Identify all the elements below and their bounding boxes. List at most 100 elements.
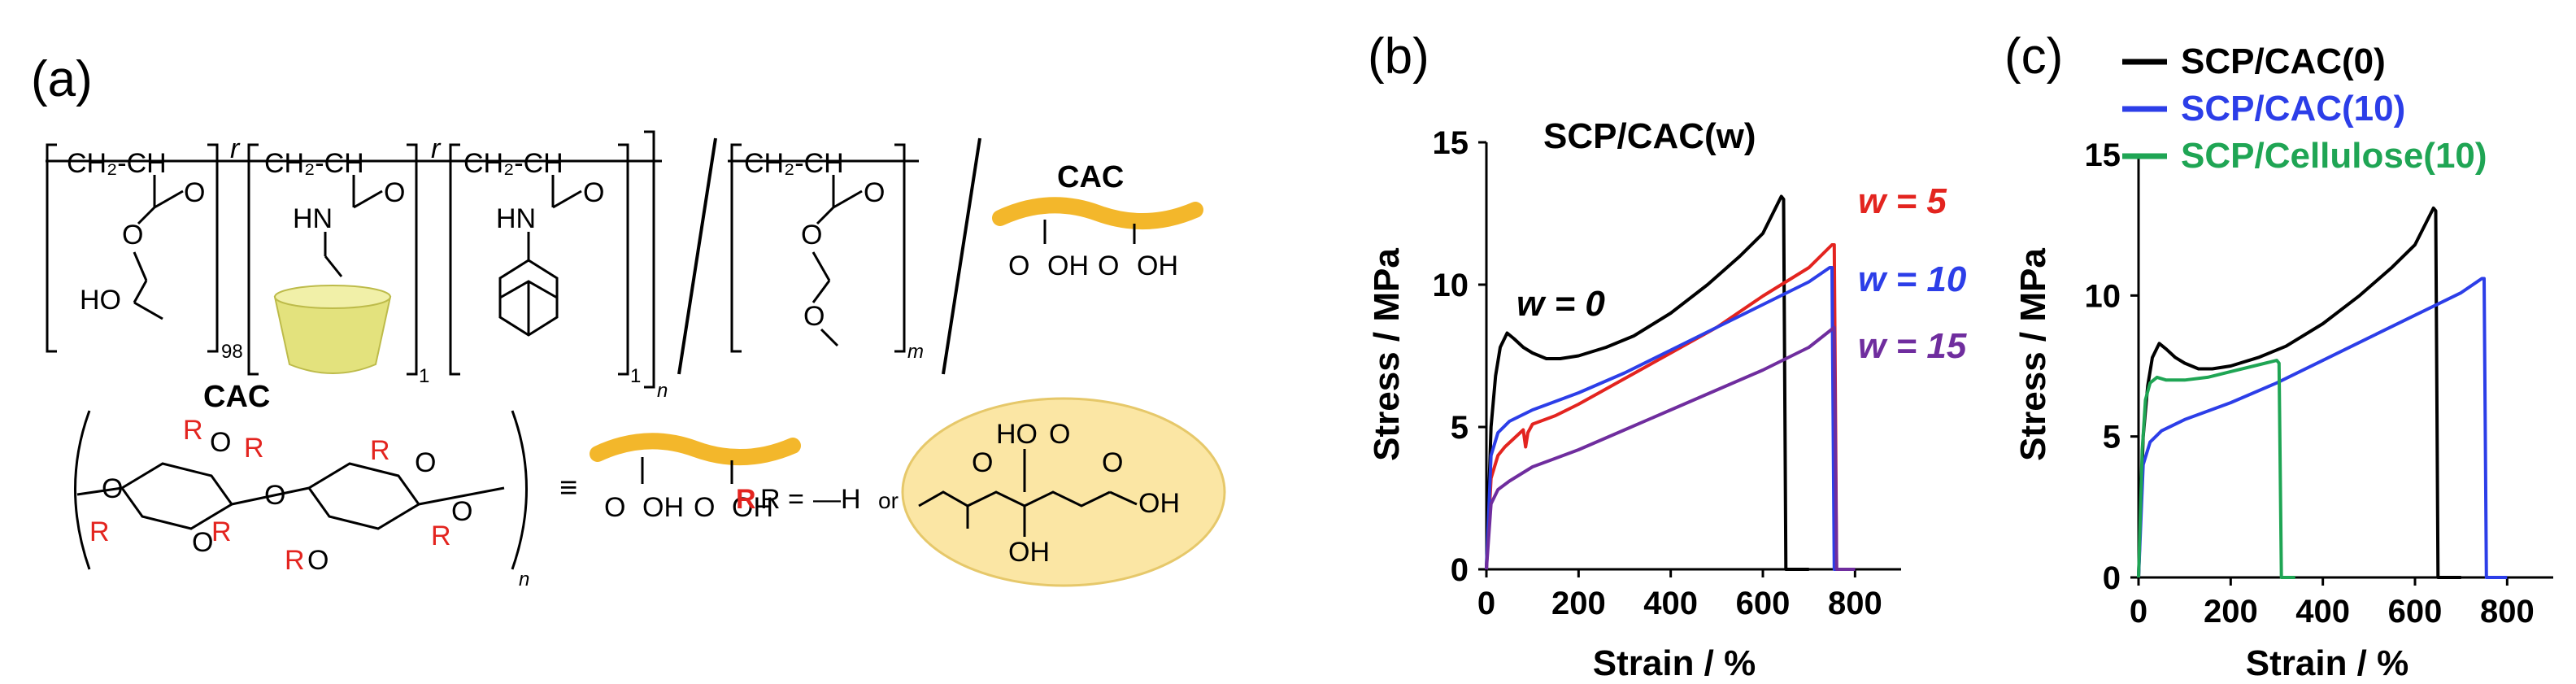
r-group-1: R bbox=[183, 415, 203, 446]
cac-label-bottom: CAC bbox=[203, 380, 270, 414]
chain-left-bond bbox=[76, 486, 123, 496]
unit1-chain-1 bbox=[133, 251, 148, 281]
annotation-w10: w = 10 bbox=[1858, 259, 1967, 299]
r-group-7: R bbox=[285, 545, 305, 576]
unit1-o-ester: O bbox=[122, 220, 143, 251]
glycosidic-bond bbox=[231, 486, 310, 506]
legend-label-0: SCP/CAC(0) bbox=[2181, 41, 2386, 81]
citric-ho: HO bbox=[996, 419, 1038, 450]
chart-c-x-tick-label: 800 bbox=[2480, 594, 2535, 630]
citric-acid-chain-icon bbox=[918, 490, 1111, 508]
unit2-ch2ch: CH₂-CH bbox=[264, 148, 364, 179]
ring-o-5: O bbox=[192, 527, 213, 558]
unit4-o-ether: O bbox=[803, 301, 825, 332]
unit2-o-carbonyl: O bbox=[384, 177, 405, 208]
unit4-methyl bbox=[820, 328, 839, 347]
r-group-5: R bbox=[211, 516, 232, 547]
unit1-ch2ch: CH₂-CH bbox=[67, 148, 167, 179]
chart-c-x-tick-label: 600 bbox=[2388, 594, 2443, 630]
chart-b-title: SCP/CAC(w) bbox=[1543, 116, 1756, 156]
bracket-right-2 bbox=[407, 143, 418, 376]
ring-o-3: O bbox=[415, 447, 436, 478]
cac-chain-icon-bottom bbox=[590, 433, 801, 465]
cellulose-subscript-n: n bbox=[519, 569, 529, 590]
bracket-right-4 bbox=[894, 143, 906, 353]
cyclodextrin-ring-icon bbox=[273, 296, 392, 374]
chart-b-x-tick-label: 600 bbox=[1736, 586, 1791, 621]
citric-o-2: O bbox=[1049, 419, 1070, 450]
cac-top-o2: O bbox=[1098, 251, 1119, 281]
random-r1: r bbox=[230, 133, 241, 164]
cac-bottom-oh1: OH bbox=[642, 492, 684, 523]
unit2-carbonyl bbox=[353, 190, 383, 209]
r-equals: R = bbox=[760, 484, 804, 515]
chart-b-series-2 bbox=[1485, 266, 1856, 571]
chart-b-y-tick-label: 0 bbox=[1451, 552, 1469, 588]
paren-left bbox=[74, 410, 91, 570]
chart-b-series-1 bbox=[1485, 243, 1856, 571]
unit3-hn: HN bbox=[496, 203, 536, 234]
chart-c-y-tick-label: 15 bbox=[2085, 137, 2121, 173]
unit3-o-carbonyl: O bbox=[583, 177, 604, 208]
annotation-w5: w = 5 bbox=[1858, 181, 1947, 221]
legend-label-2: SCP/Cellulose(10) bbox=[2181, 136, 2487, 176]
chart-c-x-tick-label: 400 bbox=[2295, 594, 2350, 630]
unit3-ch2ch: CH₂-CH bbox=[463, 148, 564, 179]
cac-symbol-bottom: ≡ O OH O OH bbox=[559, 433, 801, 523]
unit1-chain-2 bbox=[133, 280, 148, 303]
chart-b-series-3 bbox=[1485, 325, 1856, 571]
chart-c-y-tick-label: 0 bbox=[2103, 560, 2121, 596]
r-definition: R R = —H or O HO O OH O OH bbox=[736, 397, 1226, 587]
citric-oh: OH bbox=[1008, 537, 1050, 568]
unit-cyclodextrin-host: CH₂-CH O HN 1 r bbox=[247, 133, 442, 387]
cellulose-structure: CAC n R R R R R R R O O O O O O O bbox=[74, 380, 529, 590]
separator-slash-1 bbox=[677, 137, 717, 375]
bracket-left-2 bbox=[247, 143, 259, 376]
cac-symbol-top: CAC O OH O OH bbox=[992, 160, 1203, 281]
unit2-subscript: 1 bbox=[419, 365, 429, 387]
chart-c-series-2 bbox=[2137, 359, 2295, 579]
chart-c-x-tick-label: 200 bbox=[2204, 594, 2258, 630]
chart-c-ylabel: Stress / MPa bbox=[2013, 248, 2053, 461]
citric-oh-2: OH bbox=[1138, 488, 1180, 519]
citric-acid-highlight bbox=[901, 397, 1226, 587]
chart-c-y-tick-label: 5 bbox=[2103, 420, 2121, 455]
unit4-o-ester: O bbox=[801, 220, 822, 251]
unit-methoxyethyl-acrylate: CH₂-CH O O O m bbox=[728, 143, 924, 363]
unit1-chain-3 bbox=[133, 301, 163, 320]
bracket-outer-right bbox=[644, 130, 655, 389]
cac-bottom-oh2: OH bbox=[732, 492, 773, 523]
ring-o-6: O bbox=[451, 496, 472, 527]
chart-b-x-tick-label: 200 bbox=[1551, 586, 1606, 621]
cac-chain-icon-top bbox=[992, 197, 1203, 229]
citric-o-3: O bbox=[1102, 447, 1123, 478]
bracket-right-1 bbox=[207, 143, 219, 353]
unit3-carbonyl bbox=[552, 190, 582, 209]
bracket-left-1 bbox=[46, 143, 57, 353]
r-group-6: R bbox=[431, 521, 451, 551]
chart-b-y-tick-label: 15 bbox=[1433, 125, 1469, 161]
unit1-ester-bond bbox=[137, 206, 156, 225]
chart-b-x-tick-label: 0 bbox=[1477, 586, 1495, 621]
annotation-w0: w = 0 bbox=[1516, 284, 1605, 324]
cyclodextrin-rim-icon bbox=[274, 285, 391, 309]
ring-o-4: O bbox=[102, 473, 123, 504]
r-group-4: R bbox=[89, 516, 110, 547]
r-equals-r: R bbox=[736, 484, 756, 515]
r-group-2: R bbox=[244, 433, 264, 464]
paren-right bbox=[511, 410, 528, 570]
chart-c-series-1 bbox=[2137, 277, 2508, 579]
unit2-hn: HN bbox=[293, 203, 333, 234]
annotation-w15: w = 15 bbox=[1858, 326, 1967, 366]
chart-c-xlabel: Strain / % bbox=[2246, 643, 2409, 680]
bracket-left-3 bbox=[449, 143, 460, 376]
chart-b-ylabel: Stress / MPa bbox=[1367, 248, 1407, 461]
glucose-ring-2-icon bbox=[307, 462, 421, 530]
unit-hydroxypropyl-acrylate: CH₂-CH O O HO 98 r bbox=[46, 133, 243, 363]
unit4-subscript-m: m bbox=[907, 341, 924, 363]
unit2-linker-2 bbox=[324, 255, 343, 277]
unit4-o-carbonyl: O bbox=[864, 177, 885, 208]
separator-slash-2 bbox=[942, 137, 981, 375]
bracket-right-3 bbox=[618, 143, 629, 376]
